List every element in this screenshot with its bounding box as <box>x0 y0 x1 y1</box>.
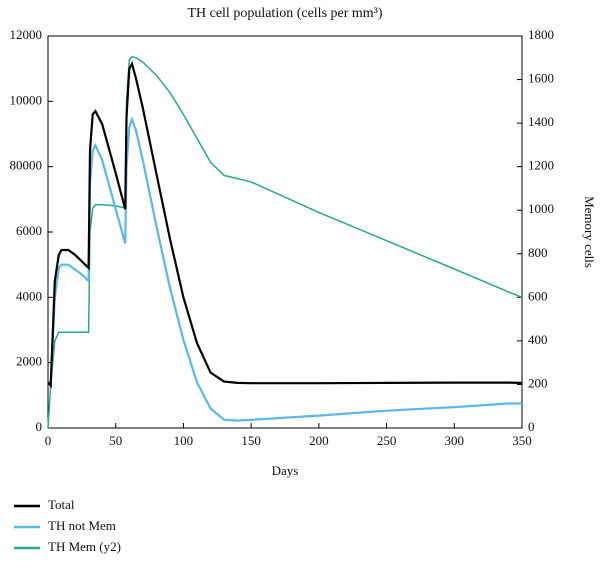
y-tick-label: 2000 <box>16 354 42 369</box>
y2-tick-label: 800 <box>528 245 548 260</box>
x-tick-label: 150 <box>241 433 261 448</box>
y-tick-label: 12000 <box>10 27 43 42</box>
y2-tick-label: 1000 <box>528 201 554 216</box>
y-tick-label: 0 <box>36 419 43 434</box>
y-tick-label: 6000 <box>16 223 42 238</box>
x-tick-label: 100 <box>174 433 194 448</box>
y2-tick-label: 400 <box>528 332 548 347</box>
legend-label: TH Mem (y2) <box>48 539 121 554</box>
x-tick-label: 250 <box>377 433 397 448</box>
y-tick-label: 10000 <box>10 92 43 107</box>
y2-tick-label: 1800 <box>528 27 554 42</box>
series-line <box>47 60 523 389</box>
x-tick-label: 200 <box>309 433 329 448</box>
y2-tick-label: 1200 <box>528 158 554 173</box>
y2-tick-label: 600 <box>528 288 548 303</box>
x-tick-label: 50 <box>109 433 122 448</box>
y2-tick-label: 1400 <box>528 114 554 129</box>
plot-frame <box>47 35 523 429</box>
x-axis-label: Days <box>272 463 299 478</box>
y-tick-label: 4000 <box>16 288 42 303</box>
chart-title: TH cell population (cells per mm³) <box>187 6 382 21</box>
y2-axis-label: Memory cells <box>582 196 597 268</box>
y2-tick-label: 200 <box>528 375 548 390</box>
series-line <box>47 115 522 422</box>
y2-tick-label: 0 <box>528 419 535 434</box>
x-tick-label: 0 <box>45 433 52 448</box>
legend-label: Total <box>48 497 75 512</box>
y-tick-label: 80000 <box>10 158 43 173</box>
y2-tick-label: 1600 <box>528 71 554 86</box>
series-line <box>47 55 523 429</box>
legend-label: TH not Mem <box>48 518 116 533</box>
x-tick-label: 350 <box>512 433 532 448</box>
x-tick-label: 300 <box>445 433 465 448</box>
